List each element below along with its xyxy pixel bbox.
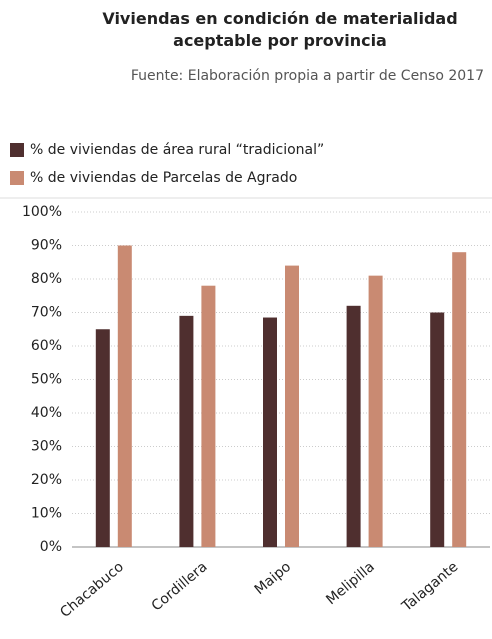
legend-label: % de viviendas de área rural “tradiciona…: [30, 142, 324, 158]
chart-subtitle: Fuente: Elaboración propia a partir de C…: [130, 68, 484, 84]
x-tick-label: Maipo: [252, 559, 294, 598]
y-tick-label: 90%: [31, 238, 62, 254]
bar: [346, 305, 361, 547]
bar: [201, 285, 216, 547]
y-tick-label: 100%: [22, 204, 62, 220]
legend-swatch: [10, 171, 24, 185]
y-tick-label: 20%: [31, 472, 62, 488]
y-tick-label: 40%: [31, 405, 62, 421]
y-tick-label: 80%: [31, 271, 62, 287]
x-tick-label: Chacabuco: [57, 559, 127, 621]
bar: [285, 265, 299, 547]
x-tick-label: Cordillera: [149, 559, 211, 615]
bar: [179, 315, 194, 547]
bar: [263, 317, 277, 547]
y-tick-label: 30%: [31, 439, 62, 455]
y-tick-label: 60%: [31, 338, 62, 354]
y-tick-label: 10%: [31, 506, 62, 522]
chart-title: Viviendas en condición de materialidad a…: [102, 9, 458, 50]
y-tick-label: 50%: [31, 372, 62, 388]
x-tick-label: Melipilla: [323, 559, 377, 608]
bar: [368, 275, 383, 547]
y-tick-label: 0%: [40, 539, 62, 555]
legend-swatch: [10, 143, 24, 157]
bar: [95, 329, 110, 547]
y-tick-label: 70%: [31, 305, 62, 321]
legend-label: % de viviendas de Parcelas de Agrado: [30, 170, 297, 186]
bar: [117, 245, 132, 547]
bar: [430, 312, 445, 547]
x-tick-label: Talagante: [398, 559, 461, 615]
bar: [452, 252, 467, 547]
